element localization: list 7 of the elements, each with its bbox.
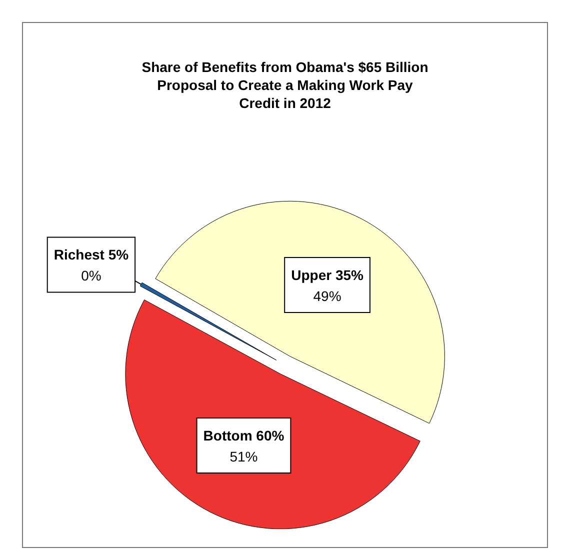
data-label: 51% [230,448,258,465]
data-label: 0% [81,268,102,284]
slice-label: Richest 5% [54,246,130,263]
slice-label: Bottom 60% [203,428,285,444]
slice-label: Upper 35% [291,266,364,283]
chart-title: Share of Benefits from Obama's $65 Billion Proposal to Create a Making Work Pay Credit in 2012 [142,59,428,111]
data-label: 49% [313,288,342,304]
